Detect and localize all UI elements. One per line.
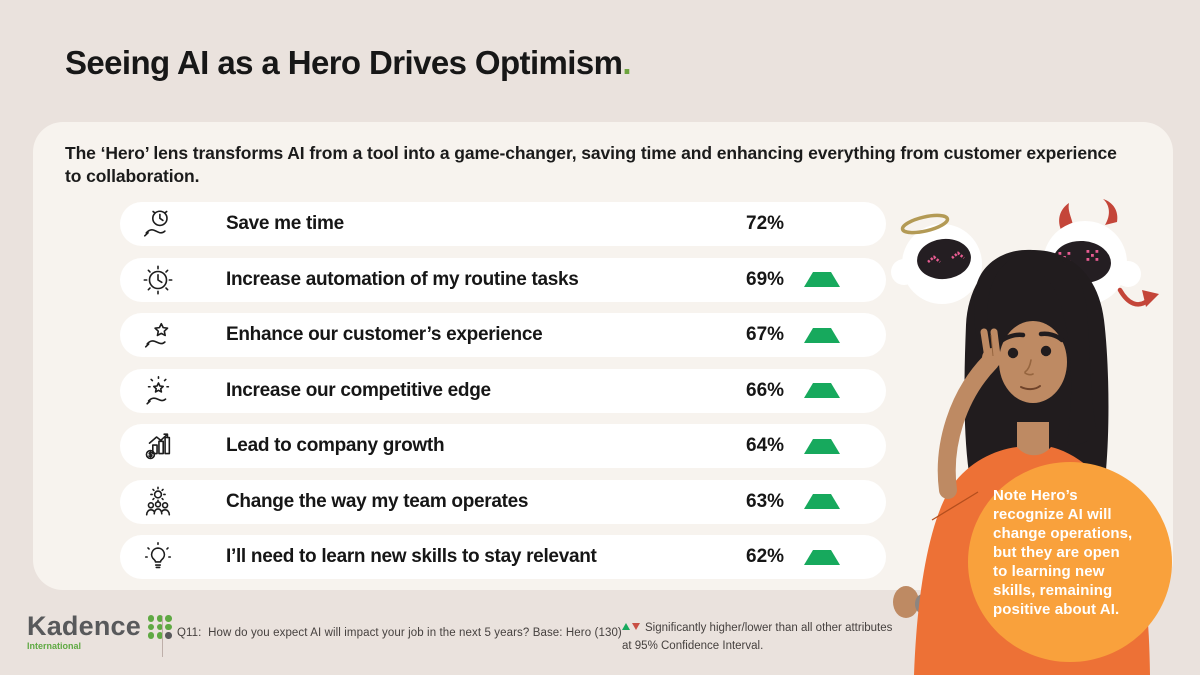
- attribute-value: 64%: [746, 435, 785, 456]
- attribute-label: Change the way my team operates: [226, 490, 529, 512]
- attribute-row: Enhance our customer’s experience 67%: [120, 313, 886, 357]
- legend-line-1: Significantly higher/lower than all othe…: [645, 622, 893, 634]
- attribute-value: 63%: [746, 490, 785, 512]
- attribute-row: Increase automation of my routine tasks 6…: [120, 257, 886, 302]
- gear-team-icon: [140, 484, 176, 520]
- lower-triangle-icon: [632, 623, 640, 630]
- subtitle: The ‘Hero’ lens transforms AI from a too…: [65, 143, 1117, 187]
- footer-divider: [162, 616, 163, 657]
- significance-up-icon: [804, 272, 840, 287]
- attribute-label: Save me time: [226, 213, 344, 234]
- attribute-value: 69%: [746, 268, 785, 290]
- attribute-label: Enhance our customer’s experience: [226, 324, 543, 345]
- attribute-row: Increase our competitive edge 66%: [120, 368, 886, 413]
- kadence-logo-subtext: International: [27, 641, 82, 651]
- significance-up-icon: [804, 494, 840, 509]
- attribute-value: 66%: [746, 379, 785, 401]
- attribute-label: I’ll need to learn new skills to stay re…: [226, 546, 597, 567]
- lightbulb-icon: [140, 539, 176, 575]
- page-title: Seeing AI as a Hero Drives Optimism.: [65, 44, 631, 82]
- attribute-value: 67%: [746, 324, 785, 345]
- growth-chart-icon: [140, 428, 176, 464]
- legend-line-2: at 95% Confidence Interval.: [622, 639, 764, 652]
- sparkle-star-hand-icon: [140, 373, 176, 409]
- attribute-row: I’ll need to learn new skills to stay re…: [120, 535, 886, 579]
- kadence-logo: Kadence International: [27, 613, 172, 651]
- attribute-label: Increase automation of my routine tasks: [226, 268, 579, 290]
- page-title-accent-dot: .: [622, 44, 631, 81]
- higher-triangle-icon: [622, 623, 630, 630]
- kadence-logo-text: Kadence: [27, 611, 141, 641]
- note-bubble: Note Hero’s recognize AI will change ope…: [968, 462, 1172, 662]
- significance-up-icon: [804, 438, 840, 454]
- kadence-logo-dots-icon: [147, 615, 172, 639]
- note-bubble-text: Note Hero’s recognize AI will change ope…: [993, 487, 1133, 619]
- significance-up-icon: [804, 383, 840, 398]
- star-in-hand-icon: [140, 317, 176, 353]
- survey-question: Q11: How do you expect AI will impact yo…: [177, 627, 622, 639]
- attribute-row: Change the way my team operates 63%: [120, 479, 886, 524]
- significance-up-icon: [804, 549, 840, 565]
- attribute-rows: Save me time 72% Increase automation of my…: [120, 202, 886, 591]
- page-title-text: Seeing AI as a Hero Drives Optimism: [65, 44, 623, 81]
- attribute-row: Save me time 72%: [120, 202, 886, 246]
- attribute-label: Increase our competitive edge: [226, 379, 491, 401]
- significance-legend: Significantly higher/lower than all othe…: [622, 620, 892, 656]
- clock-in-hand-icon: [140, 206, 176, 242]
- attribute-row: Lead to company growth 64%: [120, 424, 886, 468]
- attribute-label: Lead to company growth: [226, 435, 445, 456]
- attribute-value: 62%: [746, 546, 785, 567]
- automation-clock-icon: [140, 262, 176, 298]
- attribute-value: 72%: [746, 213, 785, 234]
- significance-up-icon: [804, 327, 840, 343]
